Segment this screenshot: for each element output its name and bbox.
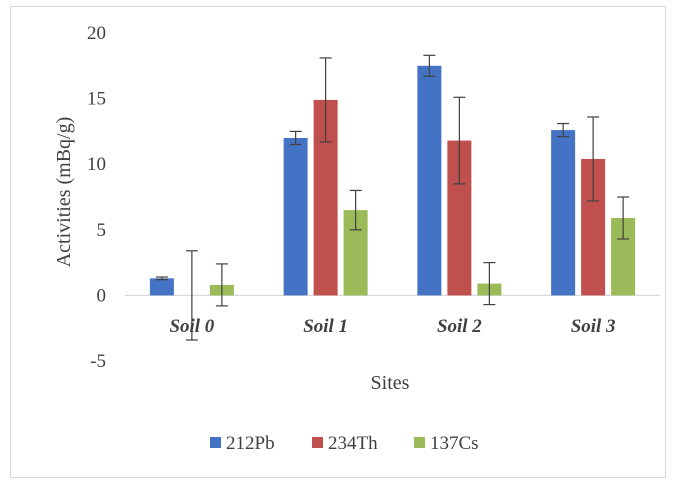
y-tick-label: 5: [97, 220, 107, 241]
legend-label: 137Cs: [430, 433, 479, 454]
bar-212Pb-soil-2: [417, 65, 442, 296]
y-tick-label: 20: [87, 23, 106, 44]
bar-212Pb-soil-3: [551, 130, 576, 296]
legend-label: 212Pb: [226, 433, 275, 454]
x-axis-categories: Soil 0 Soil 1 Soil 2 Soil 3: [169, 316, 615, 337]
y-tick-label: -5: [90, 351, 106, 372]
y-tick-label: 15: [87, 89, 106, 110]
y-tick-label: 10: [87, 154, 106, 175]
bar-212Pb-soil-0: [149, 278, 174, 296]
legend-label: 234Th: [328, 433, 378, 454]
legend-swatch: [210, 437, 221, 448]
bar-212Pb-soil-1: [283, 137, 308, 296]
x-category-label: Soil 2: [437, 316, 482, 337]
legend-swatch: [414, 437, 425, 448]
x-axis-label: Sites: [371, 372, 410, 394]
x-category-label: Soil 1: [303, 316, 348, 337]
legend-swatch: [312, 437, 323, 448]
error-bars: [155, 54, 630, 341]
y-axis-label: Activities (mBq/g): [53, 117, 75, 268]
x-category-label: Soil 3: [571, 316, 616, 337]
bars: [149, 65, 636, 296]
legend: 212Pb 234Th 137Cs: [210, 433, 479, 454]
y-axis-ticks: 20 15 10 5 0 -5: [87, 23, 106, 372]
x-category-label: Soil 0: [169, 316, 214, 337]
y-tick-label: 0: [97, 285, 107, 306]
